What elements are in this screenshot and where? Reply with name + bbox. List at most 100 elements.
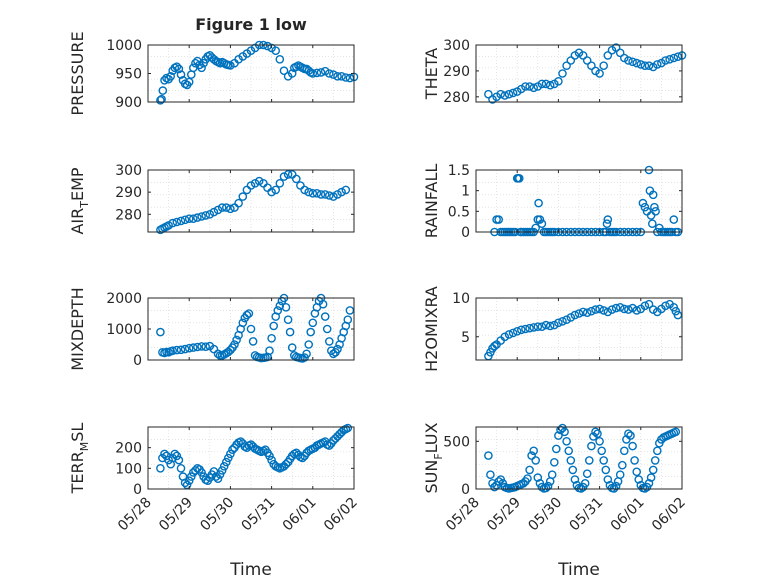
data-point	[521, 82, 530, 91]
data-point	[186, 472, 196, 481]
data-point	[205, 209, 215, 219]
y-tick-label: 1000	[106, 38, 142, 54]
data-point	[304, 187, 314, 197]
data-point	[232, 335, 241, 345]
data-point	[337, 187, 346, 197]
data-point	[535, 215, 545, 224]
data-point	[320, 190, 330, 199]
data-point	[322, 324, 332, 334]
data-point	[333, 72, 342, 81]
data-point	[543, 481, 553, 491]
series-markers	[156, 40, 359, 105]
data-point	[508, 88, 518, 98]
data-point	[226, 61, 235, 70]
data-point	[587, 306, 596, 316]
data-point	[591, 427, 600, 437]
data-point	[603, 215, 613, 224]
data-point	[648, 190, 658, 200]
data-point	[329, 70, 338, 79]
data-point	[320, 312, 330, 321]
y-tick-label: 280	[115, 207, 142, 223]
data-point	[640, 61, 650, 70]
y-tick-label: 0	[461, 225, 470, 241]
data-point	[176, 345, 186, 355]
data-point	[184, 77, 194, 87]
data-point	[209, 207, 219, 217]
data-point	[324, 441, 334, 450]
data-point	[312, 68, 322, 78]
data-point	[541, 483, 551, 493]
data-point	[176, 70, 186, 79]
y-tick-label: 1000	[106, 322, 142, 338]
y-axis-label: AIRTEMP	[68, 167, 91, 234]
data-point	[603, 51, 613, 60]
data-point	[602, 219, 612, 228]
data-point	[648, 465, 658, 475]
data-point	[640, 202, 650, 212]
data-point	[620, 304, 629, 314]
data-point	[580, 478, 590, 488]
data-point	[490, 341, 499, 351]
data-point	[646, 473, 656, 482]
data-point	[302, 349, 311, 359]
data-point	[267, 333, 276, 343]
data-point	[599, 456, 609, 465]
figure-title: Figure 1 low	[195, 15, 307, 34]
data-point	[648, 305, 658, 314]
y-axis-label: PRESSURE	[68, 31, 87, 115]
data-point	[595, 436, 604, 446]
data-point	[653, 60, 662, 69]
data-point	[267, 187, 276, 197]
data-point	[560, 427, 569, 437]
data-point	[554, 318, 563, 328]
data-point	[615, 302, 625, 312]
data-point	[512, 326, 522, 336]
data-point	[316, 68, 326, 77]
data-point	[176, 463, 186, 473]
data-point	[650, 456, 660, 465]
data-point	[537, 322, 547, 332]
data-point	[484, 451, 493, 460]
data-point	[213, 474, 223, 484]
data-point	[287, 69, 297, 78]
data-point	[269, 321, 279, 331]
data-point	[566, 456, 576, 465]
data-point	[669, 53, 679, 63]
data-point	[644, 299, 654, 309]
data-point	[184, 476, 194, 486]
data-point	[160, 449, 169, 459]
data-point	[582, 308, 592, 318]
data-point	[624, 56, 633, 65]
data-point	[324, 191, 334, 200]
data-point	[628, 57, 637, 67]
data-point	[566, 56, 576, 65]
data-point	[180, 344, 190, 354]
data-point	[601, 465, 611, 475]
data-point	[611, 481, 621, 491]
y-axis-label: H2OMIXRA	[422, 286, 441, 372]
data-point	[304, 340, 314, 349]
data-point	[550, 320, 559, 330]
data-point	[648, 219, 657, 228]
data-point	[250, 178, 260, 188]
data-point	[661, 56, 670, 65]
data-point	[174, 455, 184, 465]
y-axis-label: MIXDEPTH	[68, 287, 87, 370]
data-point	[562, 436, 571, 446]
data-point	[164, 455, 173, 465]
data-point	[333, 190, 342, 199]
y-tick-label: 10	[452, 291, 470, 307]
data-point	[500, 91, 510, 100]
data-point	[578, 307, 588, 317]
data-point	[537, 482, 547, 492]
y-tick-label: 500	[443, 434, 470, 450]
data-point	[541, 320, 551, 330]
data-point	[221, 457, 231, 467]
data-point	[525, 323, 534, 333]
subplot-h2omixra: 5 10 H2OMIXRA	[422, 286, 683, 372]
data-point	[494, 477, 504, 486]
data-point	[312, 188, 322, 198]
data-point	[521, 324, 530, 334]
data-point	[603, 475, 613, 484]
series-markers	[484, 43, 687, 104]
